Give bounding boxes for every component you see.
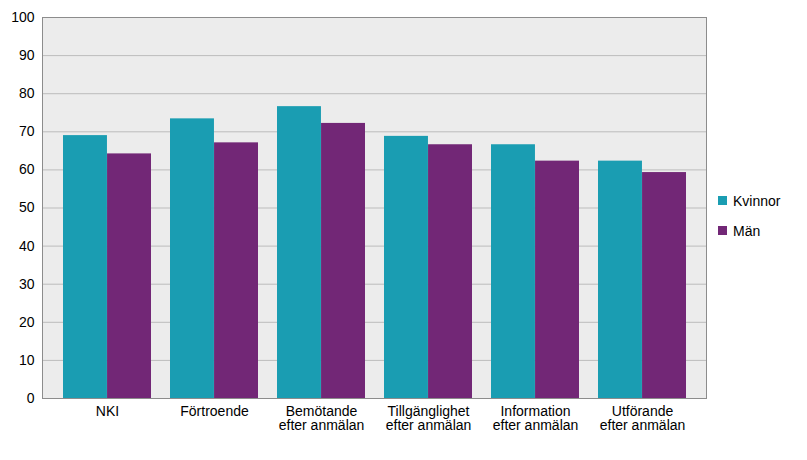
svg-text:80: 80 — [19, 85, 35, 101]
svg-text:50: 50 — [19, 199, 35, 215]
svg-text:Tillgänglighetefter anmälan: Tillgänglighetefter anmälan — [386, 403, 472, 433]
svg-text:NKI: NKI — [96, 403, 119, 419]
svg-text:40: 40 — [19, 238, 35, 254]
svg-text:70: 70 — [19, 123, 35, 139]
svg-text:20: 20 — [19, 314, 35, 330]
svg-text:60: 60 — [19, 161, 35, 177]
html-text:Kvinnor: Kvinnor — [733, 192, 781, 209]
svg-text:0: 0 — [27, 390, 35, 406]
svg-text:100: 100 — [11, 9, 35, 25]
svg-text:Informationefter anmälan: Informationefter anmälan — [493, 403, 579, 433]
html-text:Män: Män — [733, 222, 761, 239]
svg-text:Utförandeefter anmälan: Utförandeefter anmälan — [600, 403, 686, 433]
svg-text:30: 30 — [19, 276, 35, 292]
svg-text:Bemötandeefter anmälan: Bemötandeefter anmälan — [279, 403, 365, 433]
svg-text:90: 90 — [19, 47, 35, 63]
svg-text:Förtroende: Förtroende — [180, 403, 249, 419]
svg-text:10: 10 — [19, 352, 35, 368]
